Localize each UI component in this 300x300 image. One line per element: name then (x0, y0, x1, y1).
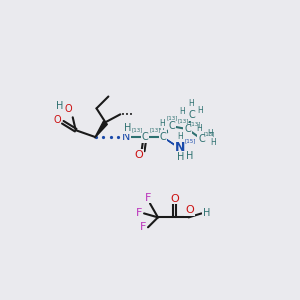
Text: F: F (140, 222, 146, 232)
Text: H: H (186, 151, 193, 161)
Text: O: O (53, 115, 61, 125)
Text: [13]: [13] (190, 122, 201, 127)
Text: [13]: [13] (166, 116, 178, 121)
Text: H: H (197, 124, 203, 133)
Text: O: O (65, 104, 73, 114)
Text: H: H (189, 99, 194, 108)
Text: H: H (179, 107, 184, 116)
Text: [13]: [13] (204, 132, 215, 136)
Text: H: H (203, 208, 210, 218)
Text: H: H (177, 152, 184, 162)
Text: H: H (198, 106, 203, 115)
Text: C: C (198, 134, 205, 144)
Text: F: F (136, 208, 142, 218)
Text: H: H (158, 123, 164, 132)
Text: H: H (177, 132, 183, 141)
Text: N: N (175, 140, 185, 154)
Text: O: O (135, 150, 143, 160)
Text: [15]: [15] (185, 139, 196, 144)
Text: [13]: [13] (149, 128, 161, 133)
Polygon shape (94, 121, 107, 138)
Polygon shape (163, 137, 179, 148)
Text: C: C (160, 132, 166, 142)
Text: •••: ••• (121, 112, 133, 118)
Text: C: C (184, 124, 191, 134)
Text: H: H (159, 119, 165, 128)
Text: O: O (170, 194, 179, 203)
Text: O: O (185, 206, 194, 215)
Text: C: C (188, 110, 195, 120)
Text: [13]: [13] (177, 119, 188, 124)
Text: H: H (56, 101, 64, 111)
Text: N: N (122, 132, 130, 142)
Text: F: F (145, 193, 151, 202)
Text: [13]: [13] (131, 128, 143, 133)
Text: C: C (142, 132, 148, 142)
Text: H: H (208, 129, 213, 138)
Text: H: H (211, 138, 216, 147)
Text: H: H (124, 123, 131, 133)
Text: C: C (168, 121, 175, 131)
